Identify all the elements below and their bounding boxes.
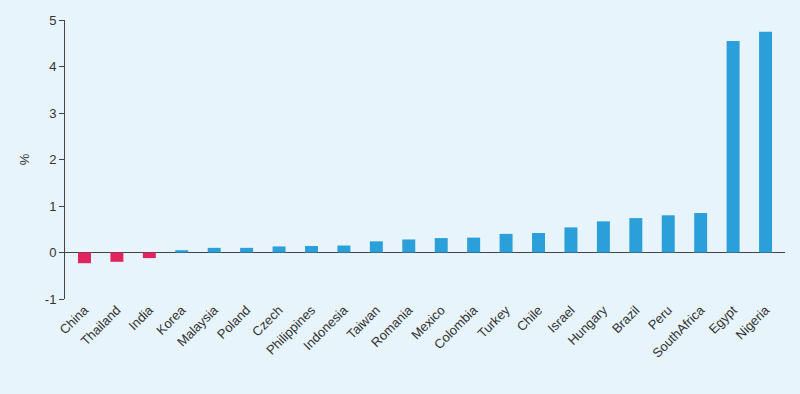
svg-text:Taiwan: Taiwan <box>344 303 383 342</box>
svg-text:Israel: Israel <box>545 303 578 336</box>
svg-text:Indonesia: Indonesia <box>300 302 351 353</box>
svg-text:-1: -1 <box>45 292 57 307</box>
svg-text:Turkey: Turkey <box>474 302 513 341</box>
svg-text:3: 3 <box>49 106 56 121</box>
svg-text:Thailand: Thailand <box>78 303 124 349</box>
svg-text:Nigeria: Nigeria <box>733 302 773 342</box>
svg-text:Korea: Korea <box>153 302 189 338</box>
svg-text:Mexico: Mexico <box>408 303 448 343</box>
svg-text:4: 4 <box>49 59 56 74</box>
svg-text:5: 5 <box>49 13 56 28</box>
svg-text:Czech: Czech <box>249 303 286 340</box>
svg-text:2: 2 <box>49 152 56 167</box>
svg-text:Poland: Poland <box>214 303 253 342</box>
svg-text:Brazil: Brazil <box>609 303 643 337</box>
svg-text:Romania: Romania <box>368 302 416 350</box>
svg-text:1: 1 <box>49 199 56 214</box>
svg-text:Peru: Peru <box>645 303 675 333</box>
svg-text:Chile: Chile <box>514 303 546 335</box>
svg-text:China: China <box>57 302 92 337</box>
svg-text:SouthAfrica: SouthAfrica <box>649 302 708 361</box>
svg-text:India: India <box>125 302 156 333</box>
svg-text:Colombia: Colombia <box>431 302 481 352</box>
svg-text:Hungary: Hungary <box>565 302 611 348</box>
svg-text:0: 0 <box>49 245 56 260</box>
svg-text:Malaysia: Malaysia <box>174 302 221 349</box>
svg-text:%: % <box>17 153 32 165</box>
svg-text:Egypt: Egypt <box>706 302 740 336</box>
svg-text:Philippines: Philippines <box>263 302 318 357</box>
